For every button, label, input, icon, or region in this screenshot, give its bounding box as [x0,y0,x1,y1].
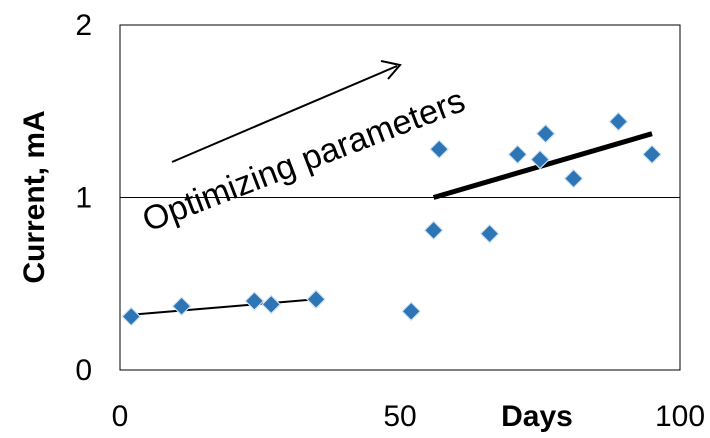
data-point [306,289,326,310]
data-point [171,296,192,317]
data-point [423,220,444,241]
data-point [563,168,584,189]
data-point [401,301,422,322]
annotation-arrow [171,60,402,163]
data-point [429,139,450,160]
data-point [479,223,500,244]
y-tick-label: 1 [75,182,92,215]
data-point [507,144,528,165]
y-tick-label: 2 [75,9,92,42]
x-tick-label: 0 [112,400,129,433]
data-point [121,306,142,327]
x-axis-label: Days [501,400,573,433]
data-point [244,291,265,311]
y-axis-label: Current, mA [18,110,51,283]
data-point [642,144,662,165]
data-point [608,111,629,132]
y-tick-label: 0 [75,354,92,387]
trendline-1 [131,298,317,316]
trendlines [131,131,653,316]
plot-area [119,24,681,371]
data-point [530,149,550,170]
x-tick-label: 50 [383,400,416,433]
data-point [535,123,556,144]
tick-labels: 0 1 2 0 50 100 [75,9,705,433]
x-tick-label: 100 [655,400,705,433]
data-points [121,111,662,327]
data-point [261,294,282,315]
